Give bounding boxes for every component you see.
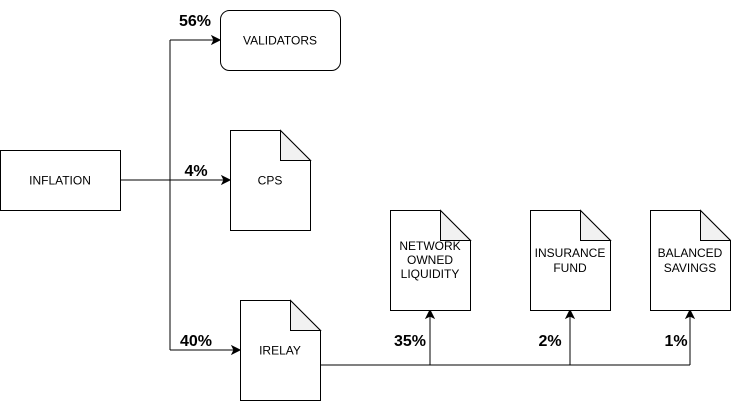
node-validators-label: VALIDATORS [243,34,317,48]
node-nol-label-line-2: OWNED [407,253,453,267]
pct-cps: 4% [184,163,207,180]
node-irelay-label: IRELAY [259,344,301,358]
arrowhead-nol [424,308,436,320]
node-savings-label-line-1: BALANCED [658,246,723,260]
pct-balanced-savings: 1% [664,333,687,350]
percentage-labels: 56% 4% 40% 35% 2% 1% [179,13,688,350]
arrowhead-validators [210,34,222,46]
node-nol-label-line-1: NETWORK [399,239,460,253]
node-cps: CPS [230,129,312,231]
arrowhead-insurance [564,308,576,320]
pct-insurance-fund: 2% [538,333,561,350]
edges [120,34,696,366]
arrowhead-irelay [230,344,242,356]
node-network-owned-liquidity: NETWORK OWNED LIQUIDITY [390,209,472,311]
node-validators: VALIDATORS [220,10,341,71]
node-insurance-label-line-1: INSURANCE [535,246,606,260]
node-cps-label: CPS [258,174,283,188]
node-insurance-label-line-2: FUND [553,261,587,275]
pct-validators: 56% [179,13,211,30]
node-balanced-savings: BALANCED SAVINGS [650,209,731,311]
node-inflation: INFLATION [0,150,121,211]
arrowhead-cps [220,174,232,186]
node-insurance-fund: INSURANCE FUND [530,209,612,311]
pct-network-owned-liquidity: 35% [394,333,426,350]
node-inflation-label: INFLATION [29,174,91,188]
node-nol-label-line-3: LIQUIDITY [401,267,460,281]
pct-irelay: 40% [180,333,212,350]
arrowhead-savings [684,308,696,320]
node-irelay: IRELAY [240,299,322,401]
node-savings-label-line-2: SAVINGS [664,261,716,275]
